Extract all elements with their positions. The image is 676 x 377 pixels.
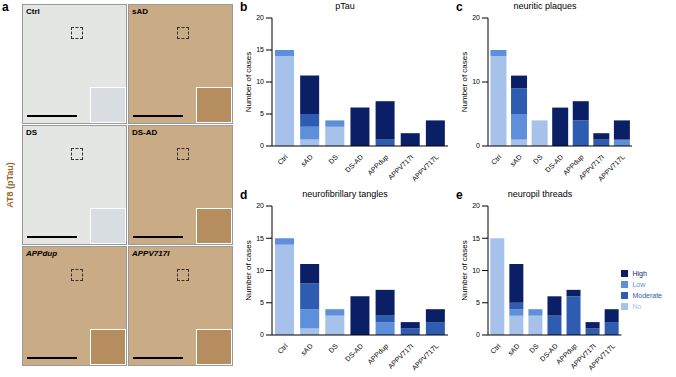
html-text:neurofibrillary tangles: neurofibrillary tangles xyxy=(302,189,388,199)
svg-text:Ctrl: Ctrl xyxy=(489,342,502,355)
html-text:neuritic plaques: neuritic plaques xyxy=(513,1,577,11)
html-text:d: d xyxy=(240,188,248,202)
svg-text:APPV717L: APPV717L xyxy=(597,153,626,182)
svg-text:APPV717I: APPV717I xyxy=(386,153,415,182)
svg-text:0: 0 xyxy=(476,331,480,338)
svg-text:10: 10 xyxy=(472,267,480,274)
svg-text:APPV717L: APPV717L xyxy=(410,153,439,182)
svg-text:5: 5 xyxy=(476,299,480,306)
html-text:e: e xyxy=(456,188,463,202)
svg-text:APPdup: APPdup xyxy=(366,342,390,366)
html-text:Moderate: Moderate xyxy=(632,291,662,299)
svg-text:0: 0 xyxy=(260,142,264,149)
svg-text:APPV717I: APPV717I xyxy=(569,342,598,371)
svg-text:20: 20 xyxy=(472,202,480,209)
html-text:pTau: pTau xyxy=(335,1,355,11)
svg-text:sAD: sAD xyxy=(509,153,523,167)
svg-text:sAD: sAD xyxy=(300,342,314,356)
svg-text:5: 5 xyxy=(260,110,264,117)
svg-text:Number of cases: Number of cases xyxy=(460,240,469,300)
svg-text:15: 15 xyxy=(256,46,264,53)
svg-text:Ctrl: Ctrl xyxy=(276,342,289,355)
svg-text:sAD: sAD xyxy=(507,342,521,356)
svg-text:DS-AD: DS-AD xyxy=(344,342,364,362)
svg-text:15: 15 xyxy=(256,235,264,242)
html-text:sAD: sAD xyxy=(132,7,148,16)
html-text:Low: Low xyxy=(632,280,646,288)
html-text:DS: DS xyxy=(26,128,38,137)
svg-text:15: 15 xyxy=(472,235,480,242)
svg-text:DS: DS xyxy=(532,153,544,165)
html-text:High: High xyxy=(632,269,647,277)
html-text:b: b xyxy=(240,0,248,14)
html-text:No: No xyxy=(632,302,642,310)
svg-text:APPdup: APPdup xyxy=(561,153,585,177)
html-text:Ctrl: Ctrl xyxy=(26,7,40,16)
svg-text:DS-AD: DS-AD xyxy=(543,153,565,174)
svg-text:20: 20 xyxy=(472,14,480,21)
svg-text:Number of cases: Number of cases xyxy=(460,52,469,112)
svg-text:Ctrl: Ctrl xyxy=(276,153,289,166)
svg-text:DS: DS xyxy=(327,153,339,165)
svg-text:20: 20 xyxy=(256,14,264,21)
svg-text:APPdup: APPdup xyxy=(554,342,578,366)
html-text:neuropil threads: neuropil threads xyxy=(507,189,573,199)
svg-text:sAD: sAD xyxy=(300,153,314,167)
svg-text:APPV717I: APPV717I xyxy=(577,153,606,182)
svg-text:Number of cases: Number of cases xyxy=(244,52,253,112)
svg-text:10: 10 xyxy=(256,78,264,85)
svg-text:APPdup: APPdup xyxy=(366,153,390,177)
svg-text:APPV717I: APPV717I xyxy=(386,342,415,371)
svg-text:APPV717L: APPV717L xyxy=(410,342,439,371)
svg-text:DS-AD: DS-AD xyxy=(538,342,559,363)
html-text:APPV717I: APPV717I xyxy=(132,249,170,258)
html-text:a: a xyxy=(2,0,9,14)
svg-text:DS: DS xyxy=(327,342,339,354)
svg-text:DS: DS xyxy=(528,342,540,354)
html-text:c: c xyxy=(456,0,463,14)
svg-text:20: 20 xyxy=(256,202,264,209)
svg-text:0: 0 xyxy=(476,142,480,149)
svg-text:5: 5 xyxy=(260,299,264,306)
svg-text:0: 0 xyxy=(260,331,264,338)
svg-text:Ctrl: Ctrl xyxy=(490,153,503,166)
html-text:AT8 (pTau): AT8 (pTau) xyxy=(5,162,15,208)
svg-text:10: 10 xyxy=(256,267,264,274)
svg-text:DS-AD: DS-AD xyxy=(344,153,364,173)
html-text:APPdup: APPdup xyxy=(26,249,58,258)
html-text:DS-AD: DS-AD xyxy=(132,128,158,137)
svg-text:10: 10 xyxy=(472,78,480,85)
svg-text:APPV717L: APPV717L xyxy=(587,342,616,371)
svg-text:Number of cases: Number of cases xyxy=(244,240,253,300)
